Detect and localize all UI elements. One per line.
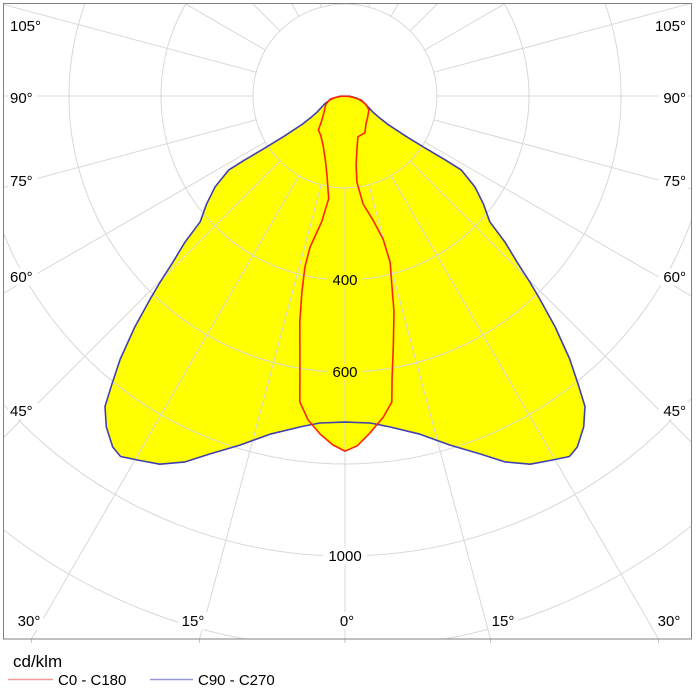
angle-label: 45° [663,403,686,420]
grid-spoke [433,3,692,73]
grid-spoke [3,141,266,294]
ring-label-bg [323,548,367,564]
angle-label: 30° [18,613,41,630]
angle-label-bg [8,89,38,107]
grid-spoke [390,175,660,639]
grid-spoke [424,141,692,297]
legend-label-c0-c180: C0 - C180 [58,672,126,689]
ring-label-bg [327,364,363,380]
angle-label-bg [650,17,688,35]
grid-spoke [198,184,322,639]
ring-label: 1000 [328,548,361,565]
ring-labels: 400 600 1000 [323,272,367,565]
grid-spoke [433,119,692,190]
grid-spoke [291,3,300,17]
chart-border [3,3,692,640]
angle-label: 60° [663,269,686,286]
angle-label: 90° [663,90,686,107]
angle-label: 105° [10,18,41,35]
legend-units-label: cd/klm [13,652,62,671]
angle-label: 0° [340,613,354,630]
legend: cd/klm C0 - C180 C90 - C270 [8,652,275,689]
angle-label-bg [488,612,518,630]
angle-labels: 105° 90° 75° 60° 45° 105° 90° 75° 60° 45° 30° 15° 0°… [8,17,688,630]
angle-label-bg [658,268,688,286]
angle-label-bg [14,612,44,630]
grid-spoke [368,184,492,639]
curve-c90-c270 [104,95,586,465]
angle-label-bg [8,268,38,286]
angle-label: 75° [10,173,33,190]
grid-spoke [3,160,281,439]
legend-label-c90-c270: C90 - C270 [198,672,275,689]
curves [104,95,586,465]
angle-label-bg [8,172,38,190]
angle-label: 75° [663,173,686,190]
angle-label: 15° [492,613,515,630]
angle-label: 15° [182,613,205,630]
angle-label: 30° [658,613,681,630]
angle-label-bg [8,17,46,35]
grid-spoke [3,3,257,73]
angle-label: 90° [10,90,33,107]
grid-spoke [390,3,399,17]
angle-label-bg [8,402,38,420]
angle-label-bg [658,402,688,420]
ring-label: 600 [332,364,357,381]
curve-c0-c180 [299,95,395,452]
angle-label: 45° [10,403,33,420]
angle-label-bg [658,89,688,107]
angle-label-bg [658,172,688,190]
angle-label-bg [336,612,358,630]
angle-label-bg [654,612,684,630]
grid-spoke [409,160,692,444]
ring-label: 400 [332,272,357,289]
angle-label-bg [178,612,208,630]
ring-label-bg [327,272,363,288]
angle-label: 105° [655,18,686,35]
angle-label: 60° [10,269,33,286]
grid-spoke [30,175,300,639]
grid-spoke [3,119,257,189]
